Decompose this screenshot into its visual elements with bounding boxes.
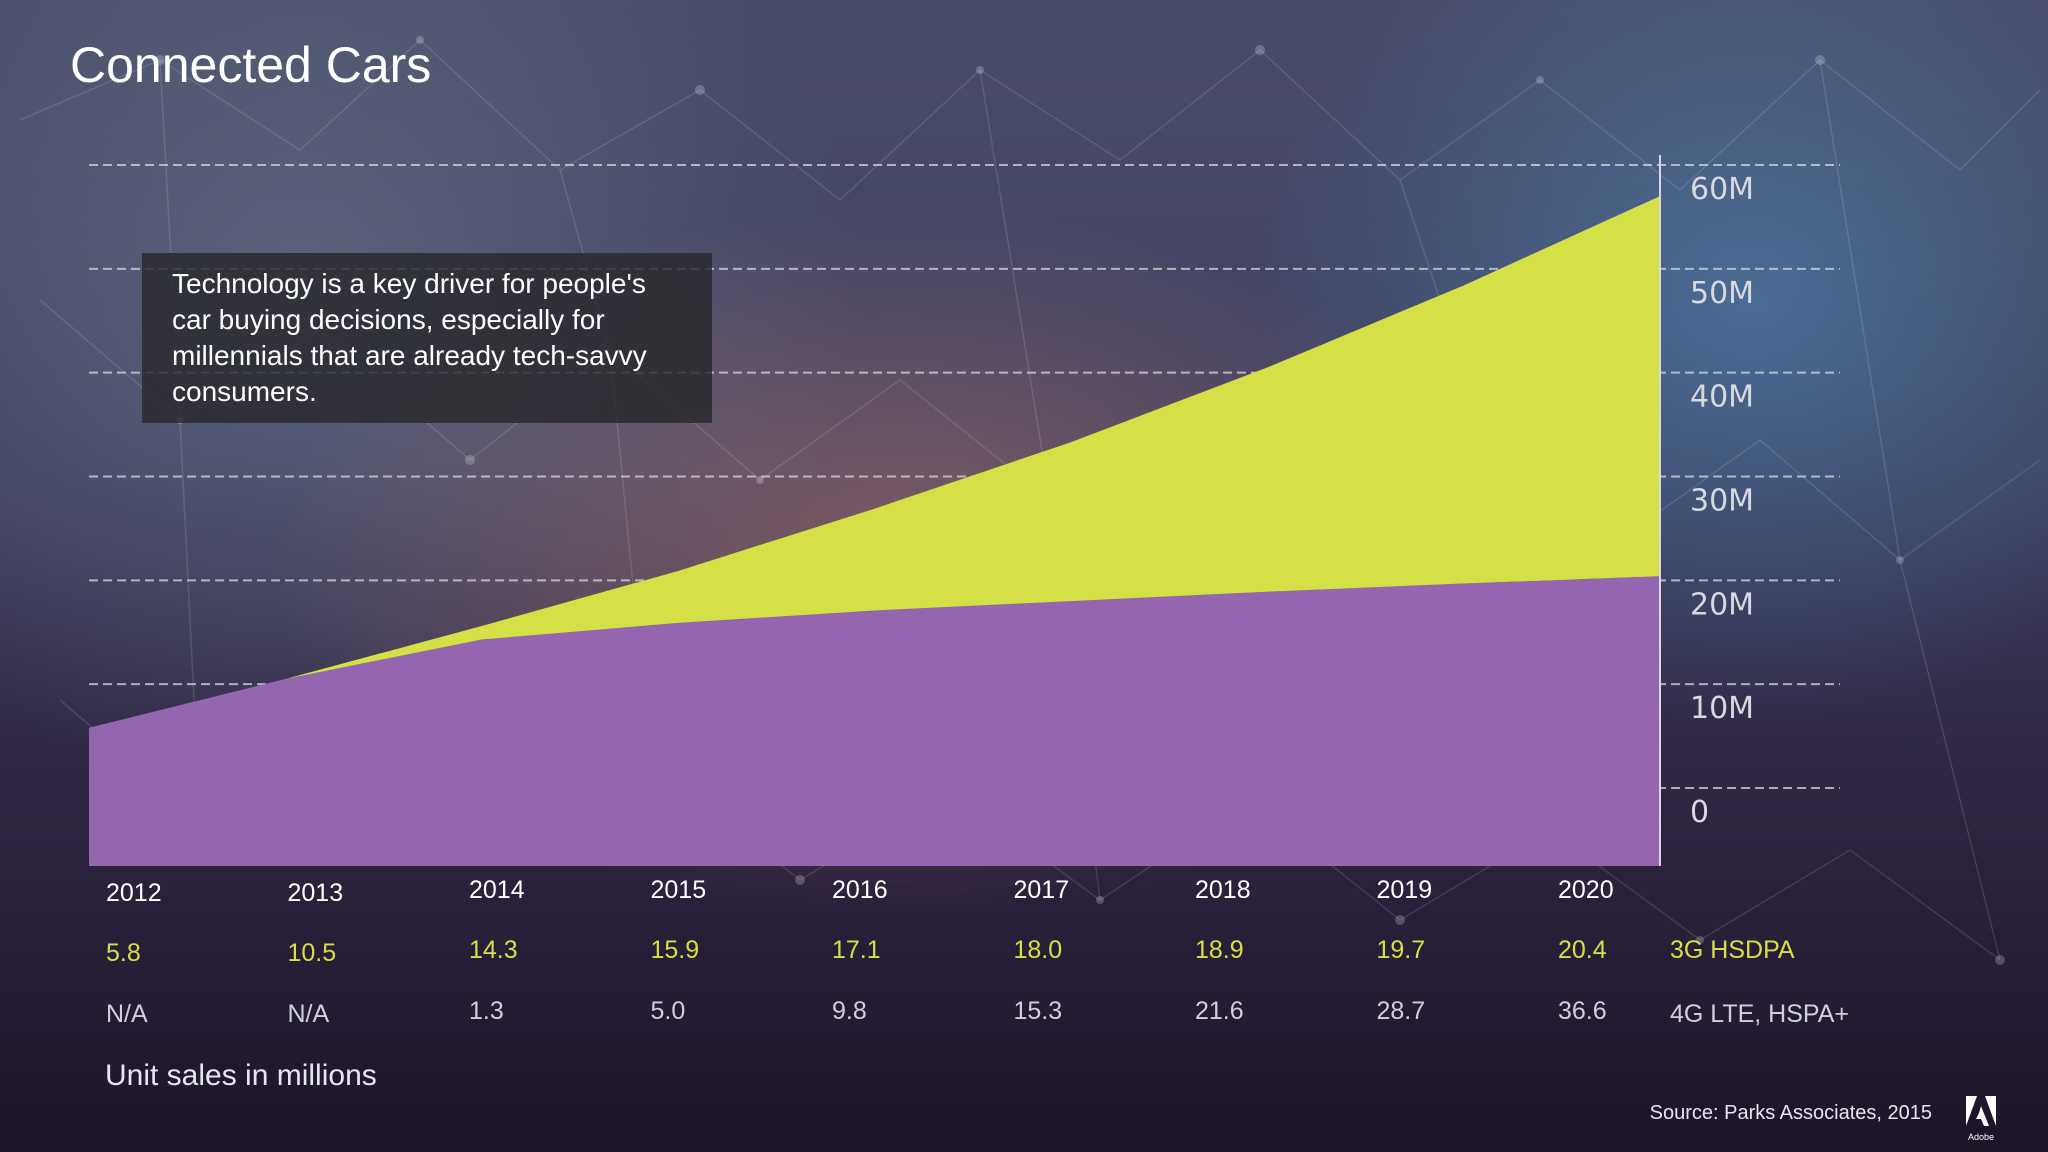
data-label-3g: 15.9 [651, 936, 700, 964]
data-label-3g: 10.5 [288, 939, 337, 967]
data-label-4g: 21.6 [1195, 997, 1244, 1025]
x-tick-label: 2012 [106, 879, 162, 907]
x-tick-label: 2020 [1558, 876, 1614, 904]
y-tick-label: 60M [1690, 172, 1754, 207]
data-label-4g: 1.3 [469, 997, 504, 1025]
x-tick-label: 2016 [832, 876, 888, 904]
y-tick-label: 10M [1690, 691, 1754, 726]
legend-label-4g: 4G LTE, HSPA+ [1670, 1000, 1849, 1028]
data-label-4g: 9.8 [832, 997, 867, 1025]
data-label-3g: 5.8 [106, 939, 141, 967]
x-tick-label: 2013 [288, 879, 344, 907]
data-label-4g: 15.3 [1014, 997, 1063, 1025]
x-tick-label: 2017 [1014, 876, 1070, 904]
data-label-3g: 14.3 [469, 936, 518, 964]
callout-box: Technology is a key driver for people's … [142, 253, 712, 423]
adobe-logo-text: Adobe [1968, 1132, 1994, 1142]
x-tick-label: 2018 [1195, 876, 1251, 904]
data-label-3g: 18.9 [1195, 936, 1244, 964]
y-tick-label: 0 [1690, 795, 1709, 830]
data-label-3g: 19.7 [1377, 936, 1426, 964]
x-tick-label: 2014 [469, 876, 525, 904]
units-note: Unit sales in millions [105, 1059, 377, 1092]
x-tick-label: 2019 [1377, 876, 1433, 904]
data-label-3g: 17.1 [832, 936, 881, 964]
data-label-3g: 20.4 [1558, 936, 1607, 964]
source-citation: Source: Parks Associates, 2015 [1649, 1102, 1932, 1124]
data-label-4g: N/A [106, 1000, 148, 1028]
callout-text: Technology is a key driver for people's … [172, 268, 647, 407]
x-tick-label: 2015 [651, 876, 707, 904]
data-label-4g: 28.7 [1377, 997, 1426, 1025]
y-tick-label: 20M [1690, 587, 1754, 622]
y-tick-label: 30M [1690, 484, 1754, 519]
series-area-3g-hsdpa [89, 576, 1660, 866]
series-area-4g-lte [89, 196, 1660, 728]
y-tick-label: 50M [1690, 276, 1754, 311]
legend-label-3g: 3G HSDPA [1670, 936, 1795, 964]
y-tick-label: 40M [1690, 380, 1754, 415]
data-label-3g: 18.0 [1014, 936, 1063, 964]
adobe-logo-icon: Adobe [1966, 1096, 1996, 1142]
slide-title: Connected Cars [70, 37, 432, 93]
data-label-4g: N/A [288, 1000, 330, 1028]
data-label-4g: 5.0 [651, 997, 686, 1025]
data-label-4g: 36.6 [1558, 997, 1607, 1025]
